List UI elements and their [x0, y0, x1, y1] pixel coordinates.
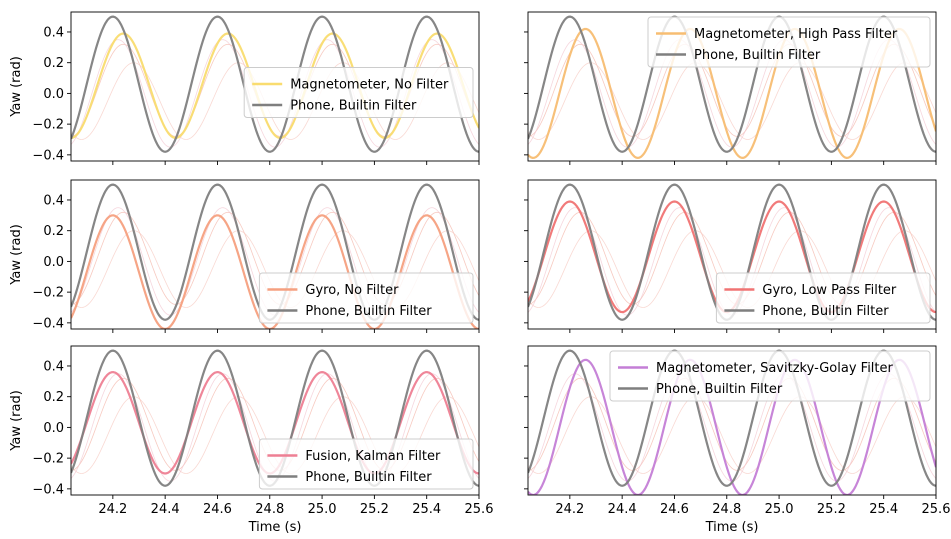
legend-entry-label: Fusion, Kalman Filter [305, 449, 441, 464]
y-axis-label: Yaw (rad) [9, 390, 24, 452]
reference-trace-line [528, 43, 936, 137]
legend: Fusion, Kalman Filter Phone, Builtin Filt… [258, 438, 474, 490]
axes-frame [70, 345, 480, 496]
y-tick-label: −0.4 [32, 482, 64, 497]
legend-box [609, 350, 931, 402]
x-tick-label: 25.4 [869, 502, 898, 517]
y-tick-label: 0.4 [43, 193, 64, 208]
series-line-sensor [528, 27, 936, 160]
legend-entry-label: Phone, Builtin Filter [305, 470, 432, 485]
x-tick-label: 24.6 [660, 502, 689, 517]
x-tick-label: 25.6 [922, 502, 951, 517]
legend-entry-label: Phone, Builtin Filter [762, 304, 889, 319]
y-tick-label: −0.4 [32, 316, 64, 331]
series-line-phone [71, 15, 479, 153]
y-tick-label: −0.4 [32, 148, 64, 163]
reference-trace-line [71, 62, 479, 140]
axes-frame [70, 179, 480, 330]
x-tick-label: 25.6 [465, 502, 494, 517]
x-tick-label: 24.4 [608, 502, 637, 517]
x-tick-label: 24.6 [203, 502, 232, 517]
reference-trace-line [528, 377, 936, 471]
x-tick-label: 24.8 [255, 502, 284, 517]
y-tick-label: 0.0 [43, 255, 64, 270]
x-axis-label: Time (s) [248, 520, 302, 535]
legend-entry-label: Gyro, No Filter [305, 283, 399, 298]
legend-box [243, 67, 474, 118]
legend-entry-label: Phone, Builtin Filter [290, 99, 417, 114]
legend: Gyro, Low Pass Filter Phone, Builtin Filt… [715, 272, 931, 324]
x-tick-label: 24.2 [555, 502, 584, 517]
y-tick-label: −0.2 [32, 118, 64, 133]
subplot-6: 24.2 24.4 24.6 24.8 25.0 25.2 25.4 25.6 Time (s)… [524, 345, 951, 535]
axes-frame [70, 11, 480, 162]
legend-box [715, 272, 931, 324]
x-tick-label: 25.2 [360, 502, 389, 517]
y-tick-label: 0.2 [43, 56, 64, 71]
x-tick-label: 25.0 [308, 502, 337, 517]
y-tick-label: 0.0 [43, 421, 64, 436]
subplot-3: −0.4 −0.2 0.0 0.2 0.4 Yaw (rad) Gyro, No Filte… [9, 179, 480, 333]
x-tick-label: 25.2 [817, 502, 846, 517]
axes-frame [527, 11, 937, 162]
legend-entry-label: Phone, Builtin Filter [694, 48, 821, 63]
x-axis-label: Time (s) [705, 520, 759, 535]
y-axis-label: Yaw (rad) [9, 224, 24, 286]
legend-box [258, 272, 474, 324]
axes-frame [527, 179, 937, 330]
y-tick-label: 0.4 [43, 25, 64, 40]
legend: Magnetometer, No Filter Phone, Builtin Fi… [243, 67, 474, 118]
legend-entry-label: Magnetometer, High Pass Filter [694, 27, 898, 42]
legend-entry-label: Magnetometer, Savitzky-Golay Filter [656, 361, 894, 376]
legend-entry-label: Magnetometer, No Filter [290, 78, 449, 93]
axes-frame [527, 345, 937, 496]
legend: Magnetometer, Savitzky-Golay Filter Phone… [609, 350, 931, 402]
y-tick-label: 0.4 [43, 359, 64, 374]
legend-entry-label: Gyro, Low Pass Filter [762, 283, 897, 298]
reference-trace-line [528, 396, 936, 474]
x-tick-label: 24.8 [712, 502, 741, 517]
legend-entry-label: Phone, Builtin Filter [305, 304, 432, 319]
legend: Gyro, No Filter Phone, Builtin Filter [258, 272, 474, 324]
subplot-1: −0.4 −0.2 0.0 0.2 0.4 Yaw (rad) Magnetometer, … [9, 11, 480, 165]
reference-trace-line [528, 62, 936, 140]
x-tick-label: 24.4 [151, 502, 180, 517]
y-tick-label: −0.2 [32, 452, 64, 467]
y-tick-label: −0.2 [32, 286, 64, 301]
series-line-sensor [71, 214, 479, 329]
legend-box [647, 16, 931, 68]
legend: Magnetometer, High Pass Filter Phone, Bui… [647, 16, 931, 68]
subplot-5: −0.4 −0.2 0.0 0.2 0.4 24.2 24.4 24.6 24.8 25.0 25.… [9, 345, 494, 535]
subplot-4: Gyro, Low Pass Filter Phone, Builtin Filt… [524, 179, 937, 333]
y-tick-label: 0.0 [43, 87, 64, 102]
y-tick-label: 0.2 [43, 390, 64, 405]
x-tick-label: 25.0 [765, 502, 794, 517]
legend-box [258, 438, 474, 490]
legend-entry-label: Phone, Builtin Filter [656, 382, 783, 397]
x-tick-label: 24.2 [98, 502, 127, 517]
y-tick-label: 0.2 [43, 224, 64, 239]
subplot-2: Magnetometer, High Pass Filter Phone, Bui… [524, 11, 937, 165]
x-tick-label: 25.4 [412, 502, 441, 517]
y-axis-label: Yaw (rad) [9, 56, 24, 118]
